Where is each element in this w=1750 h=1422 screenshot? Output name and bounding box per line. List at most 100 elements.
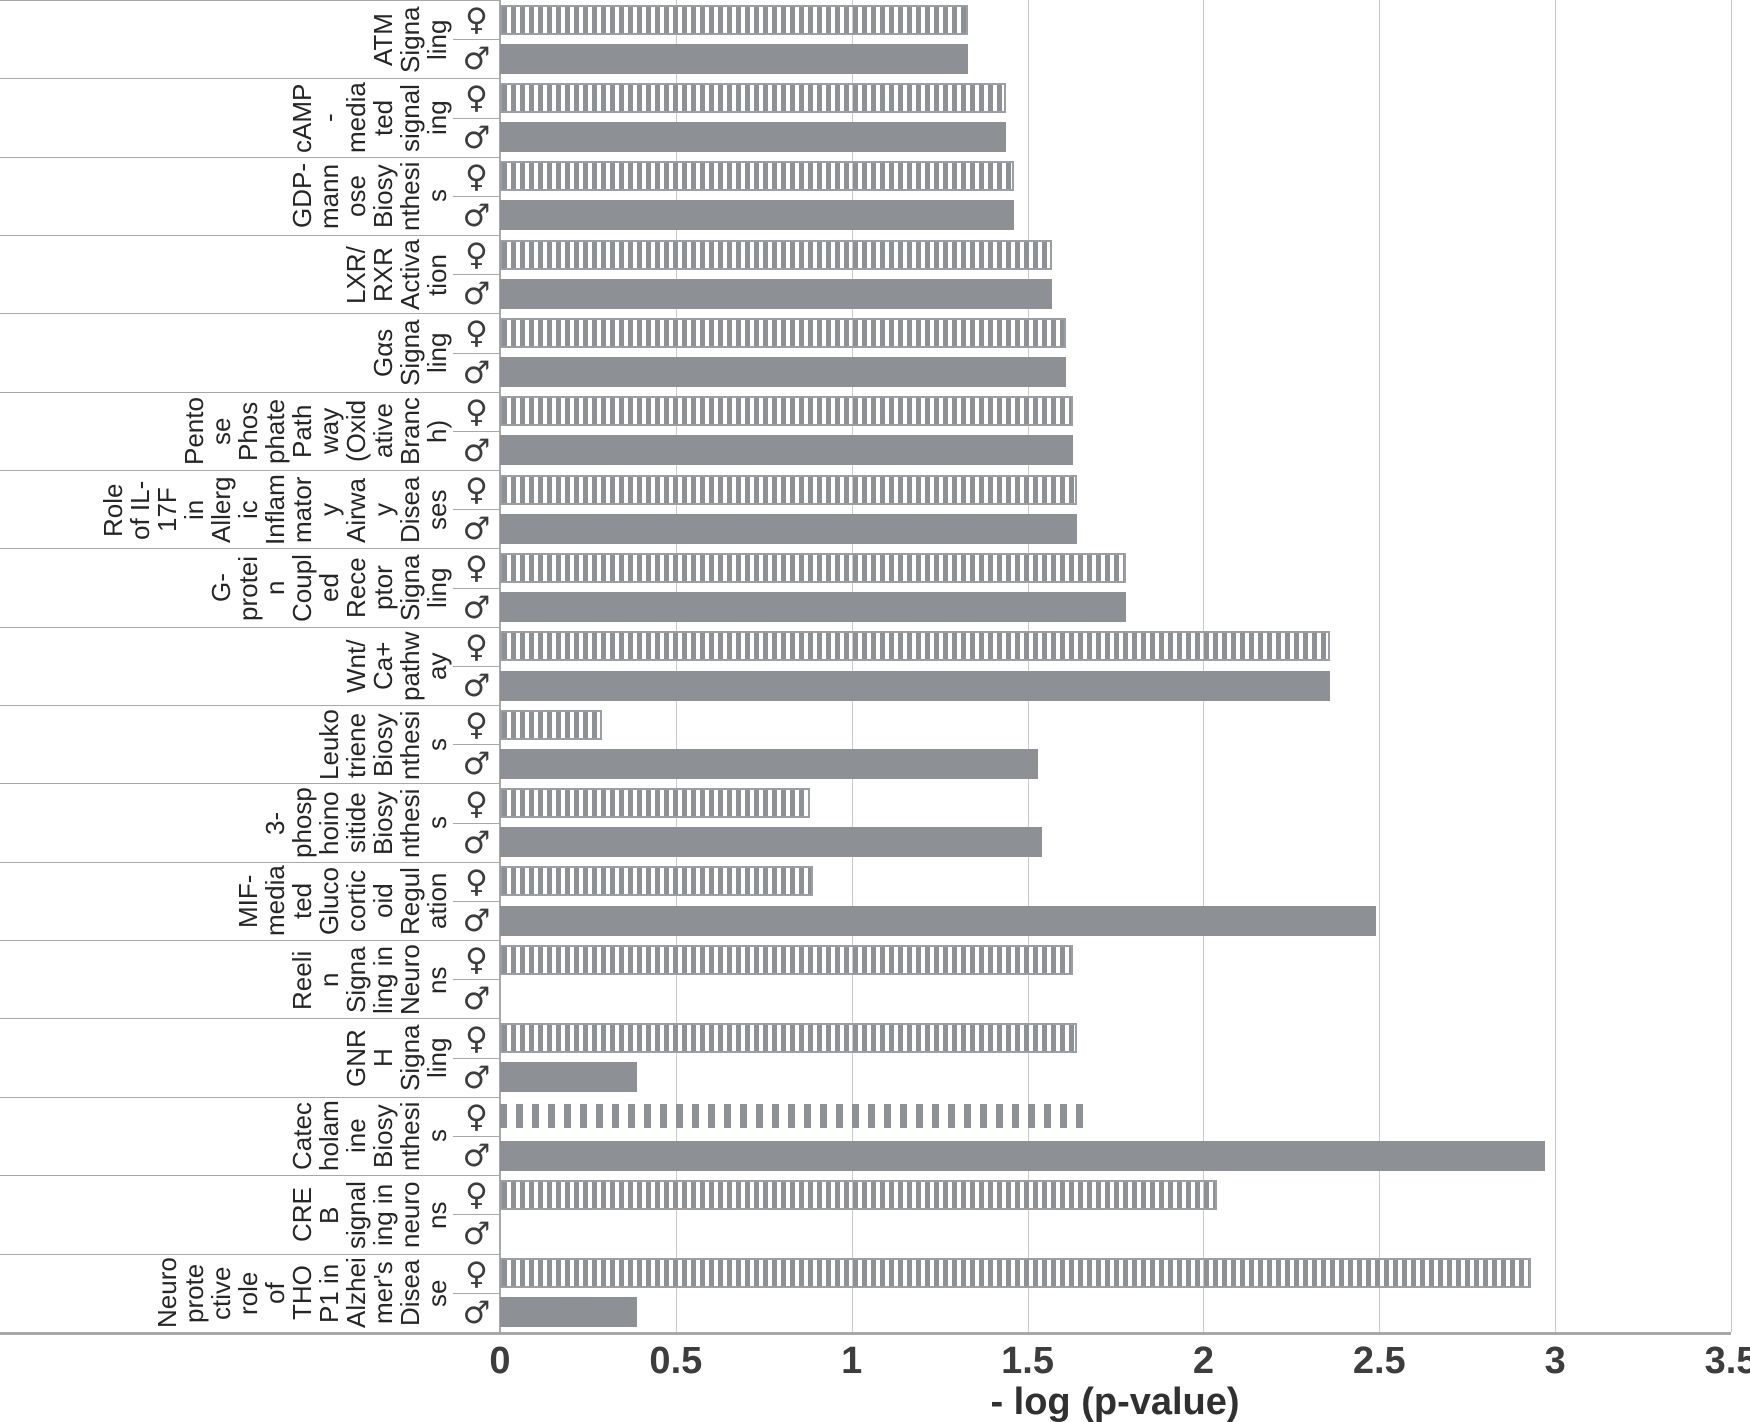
gridline — [1379, 0, 1381, 1332]
gender-symbol-cell: ♀ ♂ — [453, 706, 500, 783]
male-bar-slot — [500, 431, 1731, 470]
gender-symbol-cell: ♀ ♂ — [453, 1019, 500, 1096]
category-label: Leuko triene Biosy nthesi s — [314, 709, 452, 781]
category-bars-row — [500, 78, 1731, 156]
gender-symbol-cell: ♀ ♂ — [453, 314, 500, 391]
category-label-cell: Reeli n Signa ling in Neuro ns — [0, 941, 453, 1018]
male-symbol-icon: ♂ — [462, 903, 491, 940]
category-row: Role of IL- 17F in Allerg ic Inflam mato… — [0, 471, 500, 550]
category-bars-row — [500, 705, 1731, 783]
male-bar-slot — [500, 118, 1731, 157]
gender-symbol-cell: ♀ ♂ — [453, 1098, 500, 1175]
category-bars-row — [500, 783, 1731, 861]
gridline — [1731, 0, 1732, 1332]
category-label: Catec holam ine Biosy nthesi s — [287, 1101, 452, 1172]
male-bar — [500, 200, 1014, 231]
category-row: Wnt/ Ca+ pathw ay ♀ ♂ — [0, 628, 500, 707]
female-bar — [500, 82, 1007, 113]
gender-symbol-cell: ♀ ♂ — [453, 549, 500, 626]
male-bar-slot — [500, 1058, 1731, 1097]
gridline — [1203, 0, 1205, 1332]
category-label: Reeli n Signa ling in Neuro ns — [287, 944, 452, 1016]
male-bar — [500, 513, 1077, 544]
female-bar — [500, 1023, 1077, 1054]
female-bar-slot — [500, 548, 1731, 587]
gender-symbol-cell: ♀ ♂ — [453, 471, 500, 548]
category-row: GNR H Signa ling ♀ ♂ — [0, 1019, 500, 1098]
gender-symbol-cell: ♀ ♂ — [453, 1176, 500, 1253]
x-tick-label: 0 — [489, 1340, 511, 1382]
female-bar-slot — [500, 940, 1731, 979]
male-bar — [500, 827, 1042, 858]
male-bar — [500, 435, 1074, 466]
category-label: Pento se Phos phate Path way (Oxid ative… — [179, 397, 452, 466]
male-symbol-icon: ♂ — [462, 1059, 491, 1096]
category-bars-row — [500, 862, 1731, 940]
category-label-cell: Pento se Phos phate Path way (Oxid ative… — [0, 393, 453, 470]
male-bar-slot — [500, 588, 1731, 627]
category-bars-row — [500, 1018, 1731, 1096]
female-bar — [500, 866, 814, 897]
bars-layer — [500, 0, 1731, 1332]
female-symbol-icon: ♀ — [453, 79, 500, 119]
female-symbol-icon: ♀ — [453, 1, 500, 41]
female-symbol-icon: ♀ — [453, 471, 500, 511]
category-label: cAMP - media ted signal ing — [287, 82, 452, 154]
male-bar-slot — [500, 274, 1731, 313]
x-tick-label: 1 — [841, 1340, 863, 1382]
category-label-cell: CRE B signal ing in neuro ns — [0, 1176, 453, 1253]
category-bars-row — [500, 157, 1731, 235]
female-bar-slot — [500, 157, 1731, 196]
category-label-cell: Role of IL- 17F in Allerg ic Inflam mato… — [0, 471, 453, 548]
female-bar-slot — [500, 1175, 1731, 1214]
male-bar-slot — [500, 1136, 1731, 1175]
male-symbol-icon: ♂ — [462, 824, 491, 861]
category-label: G- protei n Coupl ed Rece ptor Signa lin… — [206, 554, 452, 623]
female-symbol-icon: ♀ — [453, 1098, 500, 1137]
category-label: Neuro prote ctive role of THO P1 in Alzh… — [152, 1257, 452, 1329]
category-bars-row — [500, 1097, 1731, 1175]
female-bar — [500, 239, 1053, 270]
male-symbol-icon: ♂ — [462, 276, 491, 313]
female-bar-slot — [500, 1097, 1731, 1136]
female-bar-slot — [500, 0, 1731, 39]
female-bar-slot — [500, 705, 1731, 744]
female-symbol-icon: ♀ — [453, 236, 500, 276]
male-symbol-icon: ♂ — [462, 981, 491, 1018]
female-bar — [500, 631, 1331, 662]
gender-symbol-cell: ♀ ♂ — [453, 941, 500, 1018]
male-symbol-icon: ♂ — [462, 197, 491, 234]
male-bar-slot — [500, 39, 1731, 78]
gender-symbol-cell: ♀ ♂ — [453, 158, 500, 235]
category-label-cell: Leuko triene Biosy nthesi s — [0, 706, 453, 783]
gender-symbol-cell: ♀ ♂ — [453, 393, 500, 470]
category-row: Leuko triene Biosy nthesi s ♀ ♂ — [0, 706, 500, 785]
male-symbol-icon: ♂ — [462, 668, 491, 704]
category-label: MIF- media ted Gluco cortic oid Regul at… — [233, 866, 452, 937]
male-symbol-icon: ♂ — [462, 432, 491, 469]
male-bar-slot — [500, 666, 1731, 705]
category-bars-row — [500, 0, 1731, 78]
x-tick-label: 3.5 — [1704, 1340, 1750, 1382]
female-bar-slot — [500, 392, 1731, 431]
male-bar — [500, 748, 1039, 779]
male-symbol-icon: ♂ — [462, 119, 491, 156]
category-label-cell: cAMP - media ted signal ing — [0, 79, 453, 156]
male-symbol-icon: ♂ — [462, 41, 491, 78]
male-bar-slot — [500, 196, 1731, 235]
male-bar — [500, 670, 1331, 701]
x-tick-label: 3 — [1544, 1340, 1566, 1382]
male-bar-slot — [500, 744, 1731, 783]
male-symbol-icon: ♂ — [462, 1294, 491, 1331]
category-row: Neuro prote ctive role of THO P1 in Alzh… — [0, 1255, 500, 1333]
gender-symbol-cell: ♀ ♂ — [453, 236, 500, 313]
male-bar-slot — [500, 901, 1731, 940]
category-bars-row — [500, 392, 1731, 470]
female-symbol-icon: ♀ — [453, 1176, 500, 1216]
x-tick-label: 2.5 — [1352, 1340, 1406, 1382]
category-row: cAMP - media ted signal ing ♀ ♂ — [0, 79, 500, 158]
category-bars-row — [500, 470, 1731, 548]
category-label-cell: Neuro prote ctive role of THO P1 in Alzh… — [0, 1255, 453, 1332]
male-bar — [500, 43, 968, 74]
